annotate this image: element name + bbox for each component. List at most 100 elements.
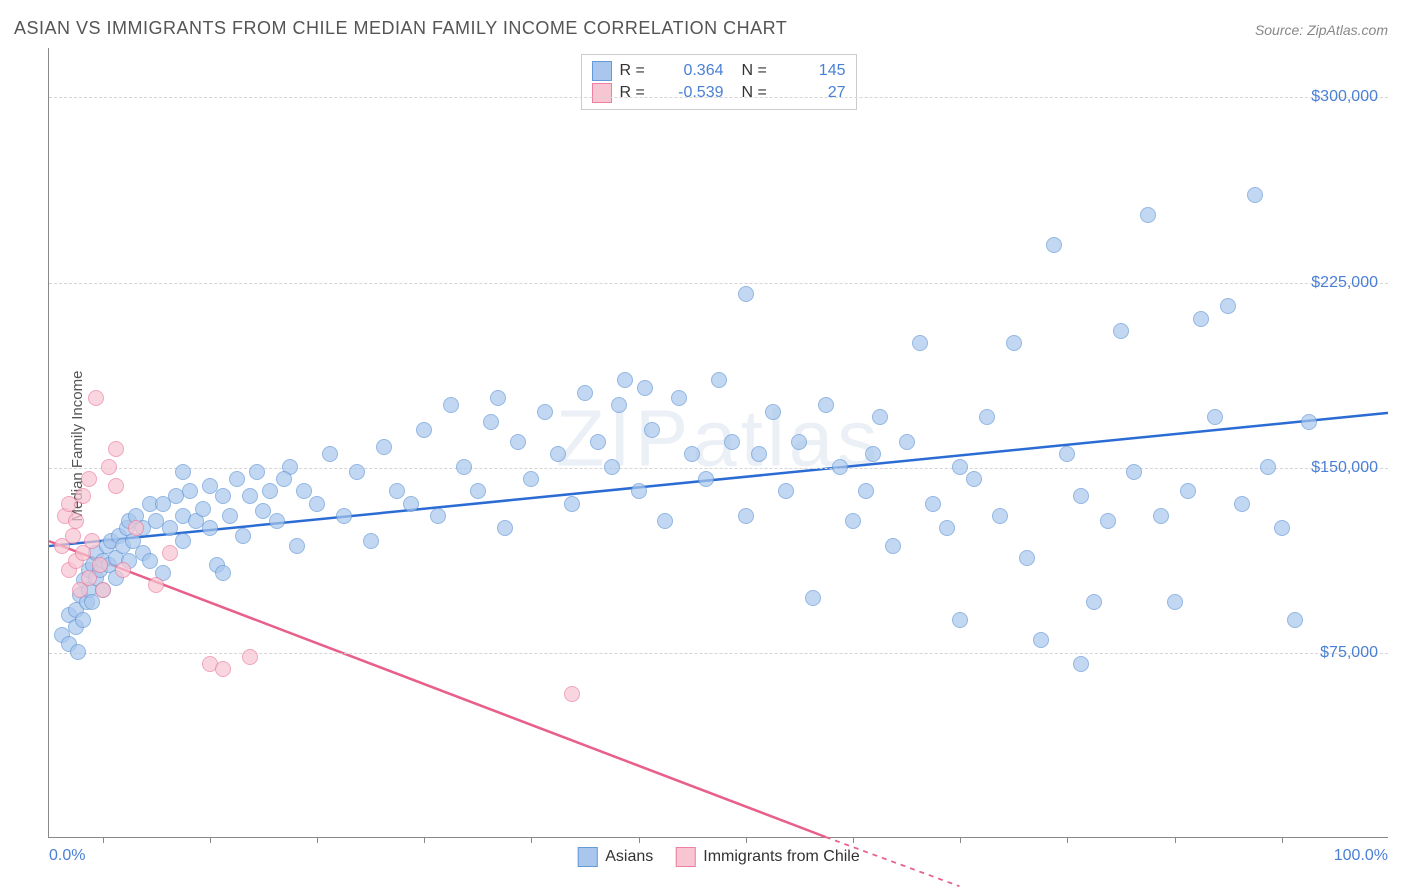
data-point bbox=[456, 459, 472, 475]
x-tick bbox=[853, 837, 854, 843]
data-point bbox=[1100, 513, 1116, 529]
x-tick bbox=[746, 837, 747, 843]
data-point bbox=[738, 508, 754, 524]
legend-n-value: 145 bbox=[786, 62, 846, 80]
legend-series-name: Immigrants from Chile bbox=[703, 848, 859, 866]
data-point bbox=[483, 414, 499, 430]
trend-lines bbox=[49, 48, 1388, 837]
data-point bbox=[235, 528, 251, 544]
data-point bbox=[657, 513, 673, 529]
x-tick bbox=[639, 837, 640, 843]
legend-n-value: 27 bbox=[786, 84, 846, 102]
data-point bbox=[778, 483, 794, 499]
x-tick bbox=[103, 837, 104, 843]
y-tick-label: $75,000 bbox=[1320, 644, 1378, 662]
legend-r-value: 0.364 bbox=[664, 62, 724, 80]
legend-swatch bbox=[592, 83, 612, 103]
data-point bbox=[564, 496, 580, 512]
legend-row: R = 0.364 N = 145 bbox=[592, 61, 846, 81]
data-point bbox=[872, 409, 888, 425]
data-point bbox=[497, 520, 513, 536]
data-point bbox=[791, 434, 807, 450]
data-point bbox=[403, 496, 419, 512]
data-point bbox=[95, 582, 111, 598]
data-point bbox=[65, 528, 81, 544]
data-point bbox=[590, 434, 606, 450]
data-point bbox=[269, 513, 285, 529]
data-point bbox=[88, 390, 104, 406]
data-point bbox=[1180, 483, 1196, 499]
legend-n-label: N = bbox=[742, 84, 778, 102]
data-point bbox=[1260, 459, 1276, 475]
data-point bbox=[101, 459, 117, 475]
legend-n-label: N = bbox=[742, 62, 778, 80]
data-point bbox=[1234, 496, 1250, 512]
x-axis-label: 100.0% bbox=[1334, 847, 1388, 865]
data-point bbox=[885, 538, 901, 554]
data-point bbox=[564, 686, 580, 702]
data-point bbox=[162, 545, 178, 561]
data-point bbox=[1006, 335, 1022, 351]
data-point bbox=[70, 644, 86, 660]
data-point bbox=[142, 553, 158, 569]
data-point bbox=[108, 478, 124, 494]
legend-swatch bbox=[675, 847, 695, 867]
data-point bbox=[148, 577, 164, 593]
data-point bbox=[322, 446, 338, 462]
data-point bbox=[684, 446, 700, 462]
x-tick bbox=[1175, 837, 1176, 843]
data-point bbox=[1019, 550, 1035, 566]
legend-r-label: R = bbox=[620, 62, 656, 80]
data-point bbox=[1247, 187, 1263, 203]
correlation-chart: ASIAN VS IMMIGRANTS FROM CHILE MEDIAN FA… bbox=[0, 0, 1406, 892]
data-point bbox=[222, 508, 238, 524]
data-point bbox=[537, 404, 553, 420]
data-point bbox=[637, 380, 653, 396]
data-point bbox=[523, 471, 539, 487]
x-tick bbox=[424, 837, 425, 843]
data-point bbox=[698, 471, 714, 487]
data-point bbox=[631, 483, 647, 499]
data-point bbox=[858, 483, 874, 499]
legend-item: Asians bbox=[577, 847, 653, 867]
legend-series-name: Asians bbox=[605, 848, 653, 866]
data-point bbox=[416, 422, 432, 438]
data-point bbox=[724, 434, 740, 450]
data-point bbox=[1207, 409, 1223, 425]
data-point bbox=[966, 471, 982, 487]
x-tick bbox=[210, 837, 211, 843]
data-point bbox=[470, 483, 486, 499]
data-point bbox=[1167, 594, 1183, 610]
data-point bbox=[115, 562, 131, 578]
data-point bbox=[865, 446, 881, 462]
data-point bbox=[202, 520, 218, 536]
data-point bbox=[644, 422, 660, 438]
chart-title: ASIAN VS IMMIGRANTS FROM CHILE MEDIAN FA… bbox=[14, 18, 787, 39]
data-point bbox=[262, 483, 278, 499]
trend-line bbox=[49, 541, 826, 837]
data-point bbox=[617, 372, 633, 388]
data-point bbox=[818, 397, 834, 413]
y-tick-label: $300,000 bbox=[1311, 88, 1378, 106]
data-point bbox=[1046, 237, 1062, 253]
x-axis-label: 0.0% bbox=[49, 847, 85, 865]
data-point bbox=[577, 385, 593, 401]
data-point bbox=[276, 471, 292, 487]
data-point bbox=[229, 471, 245, 487]
data-point bbox=[832, 459, 848, 475]
data-point bbox=[738, 286, 754, 302]
data-point bbox=[84, 533, 100, 549]
data-point bbox=[1033, 632, 1049, 648]
data-point bbox=[992, 508, 1008, 524]
data-point bbox=[805, 590, 821, 606]
legend-r-value: -0.539 bbox=[664, 84, 724, 102]
legend-swatch bbox=[577, 847, 597, 867]
data-point bbox=[1113, 323, 1129, 339]
data-point bbox=[845, 513, 861, 529]
x-tick bbox=[531, 837, 532, 843]
legend-row: R =-0.539N =27 bbox=[592, 83, 846, 103]
y-tick-label: $225,000 bbox=[1311, 274, 1378, 292]
data-point bbox=[81, 471, 97, 487]
x-tick bbox=[1282, 837, 1283, 843]
data-point bbox=[1059, 446, 1075, 462]
